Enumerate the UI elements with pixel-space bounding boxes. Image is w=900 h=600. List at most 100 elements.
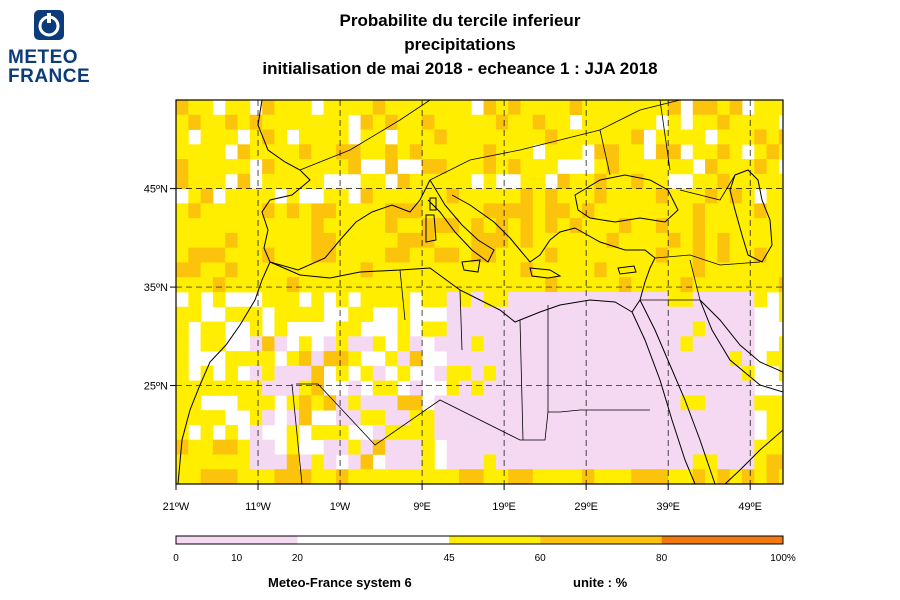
probability-cell — [766, 351, 780, 367]
probability-cell — [594, 351, 608, 367]
probability-cell — [176, 144, 189, 160]
probability-cell — [348, 321, 361, 337]
probability-cell — [655, 129, 669, 145]
probability-cell — [545, 114, 558, 130]
probability-cell — [717, 188, 731, 204]
probability-cell — [299, 380, 312, 396]
probability-cell — [692, 469, 706, 484]
probability-cell — [680, 351, 694, 367]
probability-cell — [176, 203, 189, 219]
probability-cell — [729, 114, 743, 130]
probability-cell — [422, 424, 435, 441]
probability-cell — [729, 365, 743, 382]
probability-cell — [188, 173, 201, 190]
probability-cell — [582, 410, 595, 426]
probability-cell — [422, 292, 435, 308]
probability-cell — [532, 454, 546, 470]
probability-cell — [212, 203, 226, 219]
probability-cell — [385, 292, 398, 308]
probability-cell — [717, 247, 731, 263]
probability-cell — [655, 454, 669, 470]
probability-cell — [606, 262, 620, 278]
probability-cell — [274, 292, 288, 308]
probability-cell — [618, 218, 632, 234]
probability-cell — [643, 218, 657, 234]
probability-cell — [311, 351, 325, 367]
probability-cell — [729, 306, 743, 322]
probability-cell — [495, 439, 509, 455]
probability-cell — [741, 173, 755, 190]
probability-cell — [434, 100, 448, 116]
probability-cell — [249, 203, 263, 219]
probability-cell — [299, 173, 312, 190]
probability-cell — [397, 292, 411, 308]
probability-cell — [299, 365, 312, 382]
map-frame — [175, 99, 784, 485]
probability-cell — [348, 100, 361, 116]
probability-cell — [508, 203, 521, 219]
probability-cell — [705, 380, 718, 396]
probability-cell — [458, 277, 472, 293]
probability-cell — [741, 469, 755, 484]
probability-cell — [631, 410, 644, 426]
probability-cell — [311, 129, 325, 145]
probability-cell — [668, 277, 681, 293]
probability-cell — [212, 277, 226, 293]
probability-cell — [508, 144, 521, 160]
footer-system: Meteo-France system 6 — [268, 575, 412, 590]
probability-cell — [299, 306, 312, 322]
probability-cell — [495, 336, 509, 352]
probability-cell — [778, 410, 783, 426]
colorbar-label: 80 — [656, 553, 668, 564]
probability-cell — [495, 100, 509, 116]
probability-cell — [557, 232, 571, 249]
probability-cell — [385, 218, 398, 234]
probability-cell — [545, 277, 558, 293]
probability-cell — [348, 469, 361, 484]
probability-cell — [311, 277, 325, 293]
probability-cell — [741, 365, 755, 382]
probability-cell — [618, 380, 632, 396]
probability-cell — [458, 188, 472, 204]
probability-cell — [188, 100, 201, 116]
probability-cell — [348, 277, 361, 293]
probability-cell — [705, 100, 718, 116]
probability-cell — [397, 247, 411, 263]
probability-cell — [582, 454, 595, 470]
probability-cell — [508, 306, 521, 322]
probability-cell — [606, 144, 620, 160]
probability-cell — [705, 336, 718, 352]
probability-cell — [249, 247, 263, 263]
probability-cell — [545, 380, 558, 396]
probability-cell — [311, 203, 325, 219]
probability-cell — [397, 321, 411, 337]
probability-cell — [348, 218, 361, 234]
probability-cell — [532, 424, 546, 441]
probability-cell — [397, 424, 411, 441]
probability-cell — [483, 159, 497, 175]
probability-cell — [618, 188, 632, 204]
probability-cell — [508, 218, 521, 234]
probability-cell — [778, 395, 783, 411]
probability-cell — [225, 351, 238, 367]
probability-cell — [754, 292, 767, 308]
probability-cell — [335, 292, 349, 308]
probability-cell — [717, 469, 731, 484]
probability-cell — [520, 188, 534, 204]
probability-cell — [705, 410, 718, 426]
probability-cell — [385, 454, 398, 470]
probability-cell — [520, 203, 534, 219]
probability-cell — [754, 129, 767, 145]
probability-cell — [766, 410, 780, 426]
probability-cell — [409, 188, 423, 204]
title-line-2: precipitations — [404, 35, 516, 54]
probability-cell — [471, 380, 484, 396]
probability-cell — [188, 469, 201, 484]
probability-cell — [262, 262, 275, 278]
probability-cell — [532, 306, 546, 322]
probability-cell — [545, 365, 558, 382]
probability-cell — [471, 277, 484, 293]
probability-cell — [655, 247, 669, 263]
probability-cells — [176, 100, 783, 484]
probability-cell — [176, 395, 189, 411]
